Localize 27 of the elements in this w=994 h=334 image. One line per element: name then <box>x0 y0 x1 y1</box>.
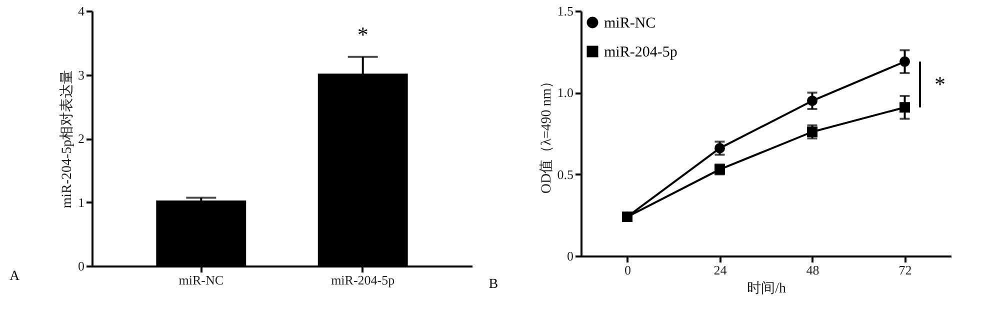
y-tick-label: 1.0 <box>557 85 574 100</box>
y-tick-label: 2 <box>78 131 84 146</box>
point <box>622 212 632 222</box>
text: B <box>488 277 498 292</box>
y-tick-label: 1 <box>78 194 84 210</box>
annotation: * <box>357 22 368 47</box>
legend-label: miR-204-5p <box>604 44 678 60</box>
x-tick-label: 24 <box>714 262 728 278</box>
annotation: * <box>934 72 946 96</box>
y-tick-label: 4 <box>78 4 85 18</box>
x-tick-label: 48 <box>806 262 820 278</box>
y-tick-label: 3 <box>78 67 84 82</box>
y-axis-title: OD值（λ=490 nm） <box>538 74 554 194</box>
y-axis-title: miR-204-5p相对表达量 <box>59 70 75 208</box>
y-tick-label: 0 <box>567 248 574 264</box>
point <box>807 126 818 138</box>
x-axis-title: 时间/h <box>747 280 786 296</box>
point <box>900 102 910 113</box>
x-tick-label: 0 <box>624 262 631 278</box>
point <box>900 56 910 67</box>
y-tick-label: 1.5 <box>557 4 574 18</box>
text: A <box>10 269 20 284</box>
legend-label: miR-NC <box>604 16 656 32</box>
point <box>807 96 818 106</box>
x-tick-label: 72 <box>898 262 912 278</box>
y-tick-label: 0.5 <box>557 166 574 182</box>
point <box>714 142 725 154</box>
